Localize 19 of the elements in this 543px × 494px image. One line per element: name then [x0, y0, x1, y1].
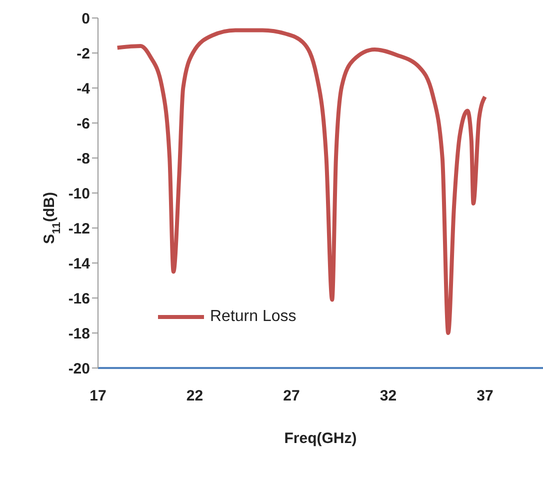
- y-tick-label: -4: [76, 80, 91, 98]
- y-tick-label: 0: [82, 10, 90, 28]
- y-tick-label: -2: [76, 45, 90, 62]
- y-tick-label: -8: [76, 150, 90, 168]
- y-tick-label: -20: [68, 360, 90, 378]
- line-series: [115, 28, 487, 335]
- legend-label: Return Loss: [210, 308, 296, 326]
- x-tick-label: 22: [186, 388, 204, 405]
- x-tick-label: 37: [476, 388, 494, 405]
- y-tick-label: -12: [68, 220, 90, 238]
- y-tick-label: -14: [68, 255, 91, 272]
- y-tick-label: -16: [68, 290, 90, 308]
- y-tick-label: -10: [68, 185, 90, 202]
- x-axis-title: Freq(GHz): [284, 430, 357, 447]
- y-tick-label: -18: [68, 325, 90, 342]
- x-tick-label: 17: [90, 388, 106, 405]
- x-tick-label: 27: [283, 388, 300, 405]
- x-tick-label: 32: [380, 388, 397, 405]
- y-tick-label: -6: [76, 115, 90, 132]
